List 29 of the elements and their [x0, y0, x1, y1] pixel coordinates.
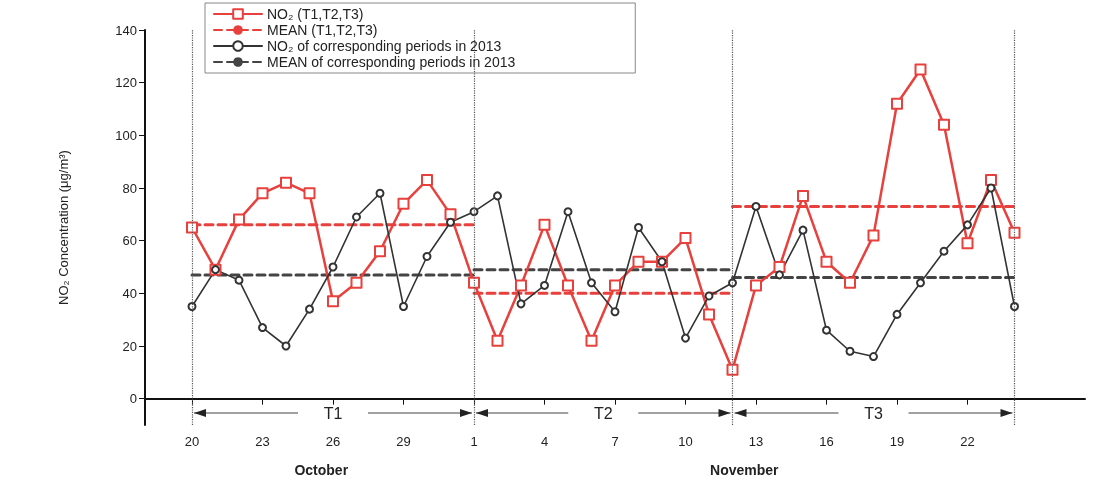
y-tick-label: 60 — [122, 233, 137, 249]
annotation: T3 — [864, 404, 883, 422]
x-tick-label: 20 — [184, 434, 200, 449]
y-tick-label: 140 — [115, 22, 137, 38]
x-tick-label: 16 — [819, 434, 834, 449]
x-tick-label: 4 — [540, 434, 549, 449]
legend-label: NO₂ (T1,T2,T3) — [267, 6, 364, 22]
x-tick-label: 29 — [396, 434, 411, 449]
x-tick-label: 23 — [255, 434, 270, 449]
legend-label: NO₂ of corresponding periods in 2013 — [267, 38, 502, 54]
y-tick-label: 20 — [122, 338, 137, 354]
x-tick-label: 22 — [960, 434, 975, 449]
y-tick-label: 40 — [122, 285, 137, 301]
x-tick-label: 13 — [748, 434, 764, 449]
y-tick-label: 80 — [122, 180, 137, 196]
x-tick-label: 7 — [611, 434, 619, 449]
y-tick-label: 0 — [129, 391, 137, 407]
x-tick-label: 1 — [470, 434, 478, 449]
y-tick-label: 120 — [115, 75, 137, 91]
y-axis-title: NO₂ Concentration (μg/m³) — [56, 150, 71, 305]
annotation: T2 — [593, 404, 613, 422]
y-tick-label: 100 — [115, 127, 137, 143]
x-tick-label: 10 — [678, 434, 693, 449]
text: November — [710, 462, 780, 478]
x-tick-label: 19 — [889, 434, 905, 449]
legend-label: MEAN (T1,T2,T3) — [267, 22, 378, 38]
annotation: T1 — [323, 404, 343, 422]
text: October — [294, 462, 349, 478]
x-tick-label: 26 — [325, 434, 341, 449]
